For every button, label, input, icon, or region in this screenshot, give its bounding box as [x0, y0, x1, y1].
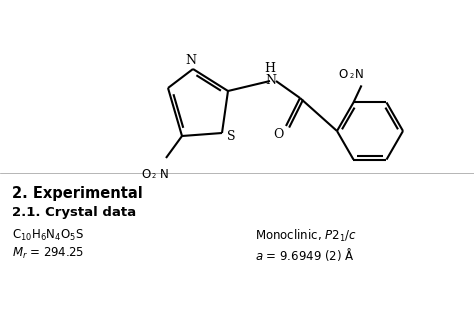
Text: S: S [227, 130, 235, 143]
Text: $M_{r}$ = 294.25: $M_{r}$ = 294.25 [12, 246, 84, 261]
Text: Monoclinic, $P2_{1}/c$: Monoclinic, $P2_{1}/c$ [255, 228, 357, 244]
Text: 2. Experimental: 2. Experimental [12, 186, 143, 201]
Text: N: N [160, 168, 168, 180]
Text: N: N [265, 75, 276, 87]
Text: O: O [141, 168, 151, 180]
Text: O: O [273, 127, 283, 140]
Text: 2.1. Crystal data: 2.1. Crystal data [12, 206, 136, 219]
Text: $_{2}$: $_{2}$ [151, 171, 157, 181]
Text: C$_{10}$H$_{6}$N$_{4}$O$_{5}$S: C$_{10}$H$_{6}$N$_{4}$O$_{5}$S [12, 228, 84, 243]
Text: O: O [339, 68, 348, 81]
Text: N: N [355, 68, 364, 81]
Text: H: H [264, 62, 275, 76]
Text: N: N [185, 54, 197, 68]
Text: $a$ = 9.6949 (2) Å: $a$ = 9.6949 (2) Å [255, 246, 355, 263]
Text: $_{2}$: $_{2}$ [349, 72, 355, 81]
